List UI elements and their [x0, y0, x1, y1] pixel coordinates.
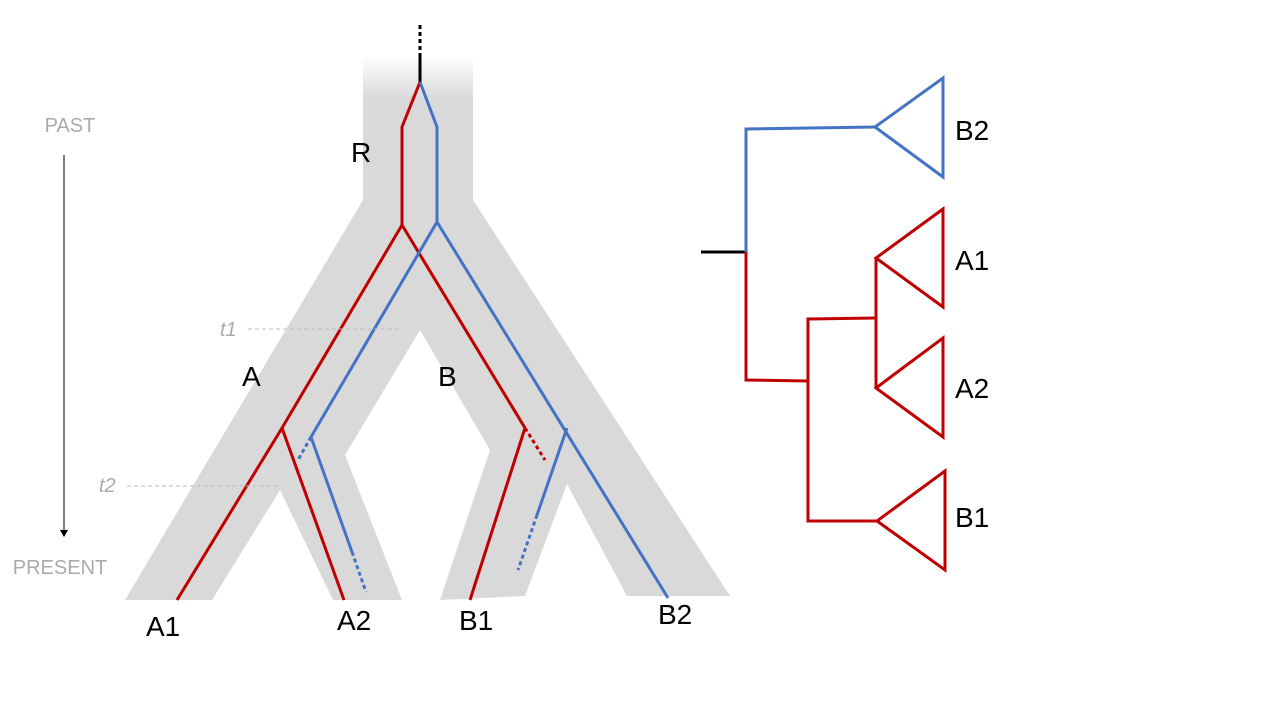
- population-label-root: R: [351, 137, 371, 168]
- gene-tree-red-branch: [744, 252, 809, 383]
- red-gene-b-branch: [400, 224, 527, 429]
- tip-label-a2: A2: [337, 605, 371, 636]
- gene-tree: [701, 75, 947, 573]
- time-axis: PAST PRESENT: [13, 115, 107, 579]
- blue-gene-root-branch: [418, 81, 439, 222]
- gene-tree-clade-b2-triangle: [872, 75, 945, 180]
- red-gene-root-branch: [400, 81, 422, 225]
- time-axis-arrowhead: [60, 530, 68, 537]
- gene-tree-label-b2: B2: [955, 115, 989, 146]
- gene-tree-label-a1: A1: [955, 245, 989, 276]
- population-labels: R A B: [242, 137, 457, 392]
- species-tree: [125, 55, 730, 600]
- blue-gene-b2-branch: [435, 221, 670, 599]
- gene-tree-clade-a1-triangle: [873, 206, 945, 310]
- red-gene-lineage: [175, 81, 547, 601]
- gene-tree-label-b1: B1: [955, 502, 989, 533]
- gene-tree-clade-b1-triangle: [874, 468, 947, 573]
- red-gene-a2-branch: [280, 427, 346, 601]
- present-label: PRESENT: [13, 557, 107, 579]
- gene-tree-clade-a2-triangle: [873, 335, 945, 440]
- population-shape: [125, 200, 730, 600]
- gene-tree-label-a2: A2: [955, 373, 989, 404]
- gene-tree-labels: B2 A1 A2 B1: [955, 115, 989, 533]
- tip-labels: A1 A2 B1 B2: [146, 599, 692, 642]
- tip-label-b1: B1: [459, 605, 493, 636]
- population-label-a: A: [242, 361, 261, 392]
- t1-label: t1: [220, 319, 237, 341]
- blue-gene-b-inner-branch: [535, 427, 569, 516]
- past-label: PAST: [45, 115, 96, 137]
- t2-label: t2: [99, 475, 116, 497]
- blue-gene-b1-extinct-dotted: [516, 514, 539, 571]
- gene-tree-blue-branch: [744, 125, 876, 252]
- blue-gene-a2-extinct-dotted: [350, 551, 368, 593]
- gene-tree-red-subtree: [806, 316, 877, 523]
- blue-gene-a1-extinct-dotted: [296, 436, 313, 461]
- time-markers: t1 t2: [99, 319, 400, 497]
- red-gene-extinct-lineage: [523, 427, 547, 461]
- tip-label-b2: B2: [658, 599, 692, 630]
- blue-gene-lineage: [296, 81, 670, 599]
- population-label-b: B: [438, 361, 457, 392]
- blue-gene-a2-branch: [309, 436, 354, 553]
- red-gene-b1-branch: [468, 427, 527, 601]
- population-root-trunk: [363, 55, 473, 205]
- tip-label-a1: A1: [146, 611, 180, 642]
